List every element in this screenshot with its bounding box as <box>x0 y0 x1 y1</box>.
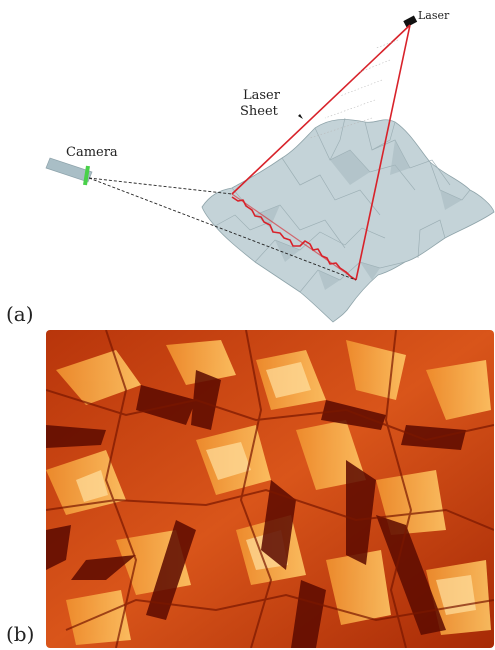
photo-shadows <box>46 370 466 648</box>
laser-trace <box>231 196 357 281</box>
camera-icon <box>45 157 93 186</box>
laser-sheet-label-line2: Sheet <box>240 104 279 119</box>
crumpled-surface <box>201 117 495 323</box>
panel-b-label: (b) <box>6 622 35 646</box>
diagram-panel-a: Laser Laser Sheet Camera <box>45 9 495 323</box>
laser-sheet-label-line1: Laser <box>243 88 281 103</box>
panel-a-label: (a) <box>6 302 34 326</box>
laser-sheet <box>231 24 411 281</box>
laser-label: Laser <box>418 9 450 22</box>
camera-view-lines <box>88 177 357 281</box>
crumpled-surface-photo <box>46 330 494 648</box>
surface-body <box>201 119 495 323</box>
laser-source-icon <box>403 15 418 28</box>
photo-creases <box>46 330 494 648</box>
surface-shading <box>255 140 462 290</box>
camera-label: Camera <box>66 145 118 160</box>
